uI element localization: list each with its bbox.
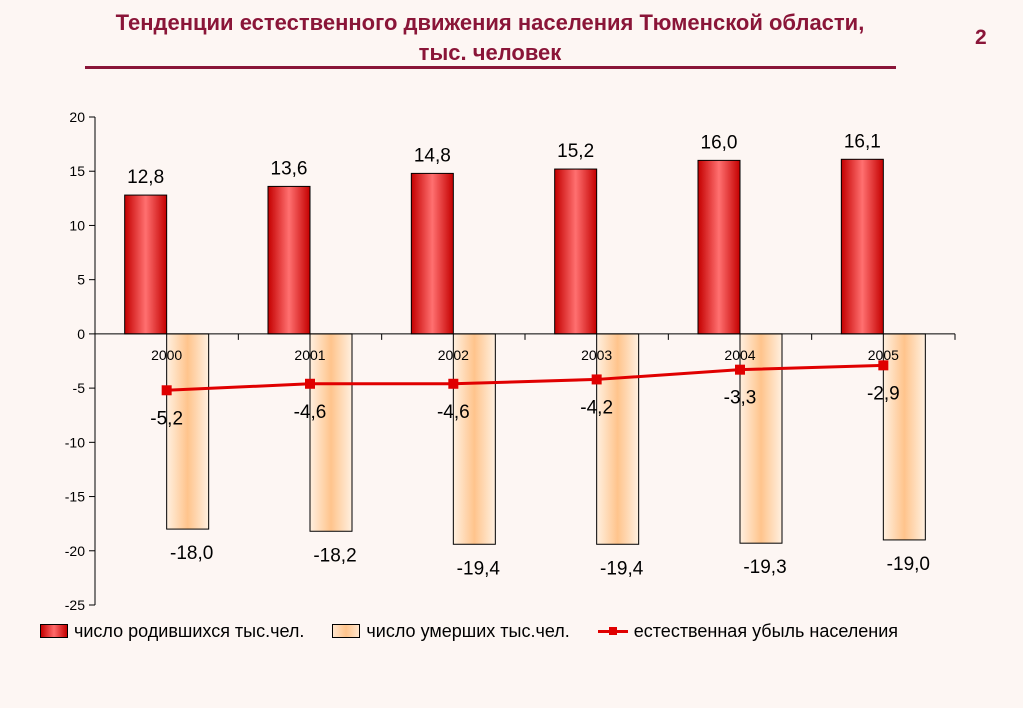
x-tick-label: 2000: [151, 347, 182, 363]
bar-born-2000: [124, 194, 168, 335]
slide-number: 2: [975, 26, 987, 49]
natural-decrease-point-2005: [878, 360, 889, 371]
data-label-born-2001: 13,6: [271, 158, 308, 179]
data-label-natural-decrease-2003: -4,2: [580, 397, 613, 418]
y-tick-label: 15: [69, 163, 85, 179]
y-tick-label: -25: [65, 597, 85, 613]
data-label-natural-decrease-2004: -3,3: [724, 388, 757, 409]
data-label-natural-decrease-2001: -4,6: [294, 402, 327, 423]
bar-born-2002: [410, 172, 454, 335]
x-tick-label: 2002: [438, 347, 469, 363]
legend-swatch-born: [40, 624, 68, 638]
data-label-died-2004: -19,3: [743, 557, 786, 578]
data-label-died-2005: -19,0: [887, 554, 930, 575]
bar-died-2003: [596, 333, 640, 545]
bar-died-2000: [166, 333, 210, 530]
bar-died-2004: [739, 333, 783, 544]
bar-died-2005: [882, 333, 926, 541]
data-label-natural-decrease-2000: -5,2: [150, 408, 183, 429]
bar-born-2004: [697, 159, 741, 335]
y-tick-label: 10: [69, 217, 85, 233]
data-label-died-2002: -19,4: [457, 558, 501, 579]
natural-decrease-point-2000: [161, 385, 172, 396]
legend: число родившихся тыс.чел. число умерших …: [40, 620, 926, 642]
x-tick-label: 2003: [581, 347, 612, 363]
bar-born-2001: [267, 185, 311, 335]
y-tick-label: -20: [65, 543, 85, 559]
legend-label-born: число родившихся тыс.чел.: [74, 620, 305, 641]
bar-died-2001: [309, 333, 353, 532]
natural-decrease-point-2003: [591, 374, 602, 385]
bar-died-2002: [452, 333, 496, 545]
data-label-natural-decrease-2002: -4,6: [437, 402, 470, 423]
y-tick-label: 20: [69, 109, 85, 125]
title-divider: [85, 66, 896, 69]
data-label-born-2003: 15,2: [557, 141, 594, 162]
y-tick-label: -15: [65, 489, 85, 505]
legend-item-born: число родившихся тыс.чел.: [40, 621, 304, 642]
natural-decrease-point-2004: [735, 364, 745, 375]
x-tick-label: 2004: [724, 347, 755, 363]
data-label-born-2005: 16,1: [844, 131, 881, 152]
data-label-died-2003: -19,4: [600, 558, 644, 579]
legend-item-died: число умерших тыс.чел.: [332, 620, 570, 642]
legend-swatch-line: [597, 624, 628, 638]
data-label-died-2001: -18,2: [313, 545, 356, 566]
bar-born-2003: [554, 168, 598, 335]
y-tick-label: 5: [77, 272, 85, 288]
data-label-died-2000: -18,0: [170, 543, 213, 564]
y-tick-label: 0: [77, 326, 85, 342]
x-tick-label: 2001: [294, 347, 325, 363]
title-line-1: Тенденции естественного движения населен…: [115, 10, 865, 35]
y-tick-label: -5: [73, 380, 86, 396]
natural-decrease-line: [166, 363, 884, 392]
data-label-born-2004: 16,0: [701, 132, 738, 153]
natural-decrease-point-2001: [305, 378, 315, 389]
data-label-born-2000: 12,8: [127, 167, 164, 188]
natural-decrease-point-2002: [448, 378, 459, 389]
legend-label-died: число умерших тыс.чел.: [366, 620, 570, 641]
legend-label-natural-decrease: естественная убыль населения: [633, 620, 899, 641]
data-label-born-2002: 14,8: [414, 145, 451, 166]
bar-born-2005: [840, 158, 884, 335]
title-line-2: тыс. человек: [418, 40, 562, 65]
data-label-natural-decrease-2005: -2,9: [867, 383, 900, 404]
legend-item-natural-decrease: естественная убыль населения: [597, 620, 899, 642]
chart: 20 15 10 5 0 -5 -10 -15 -20 -25 2000 2001 2002 2003 20…: [65, 109, 956, 613]
page-title: Тенденции естественного движения населен…: [0, 8, 980, 68]
y-tick-label: -10: [65, 434, 85, 450]
legend-swatch-died: [332, 624, 361, 638]
x-tick-label: 2005: [868, 347, 899, 363]
